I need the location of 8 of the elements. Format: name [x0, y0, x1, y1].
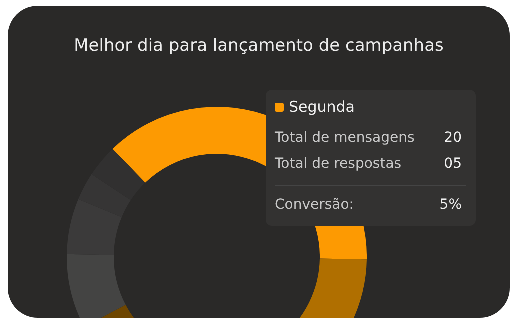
text: Total de mensagens [275, 129, 415, 148]
legend-label: Segunda [289, 98, 355, 116]
chart-title: Melhor dia para lançamento de campanhas [73, 36, 445, 56]
text: 20 [444, 129, 463, 148]
text: Conversão: [275, 196, 354, 215]
text: 05 [444, 155, 463, 174]
text: Total de respostas [275, 155, 402, 174]
text: 5% [440, 196, 463, 215]
